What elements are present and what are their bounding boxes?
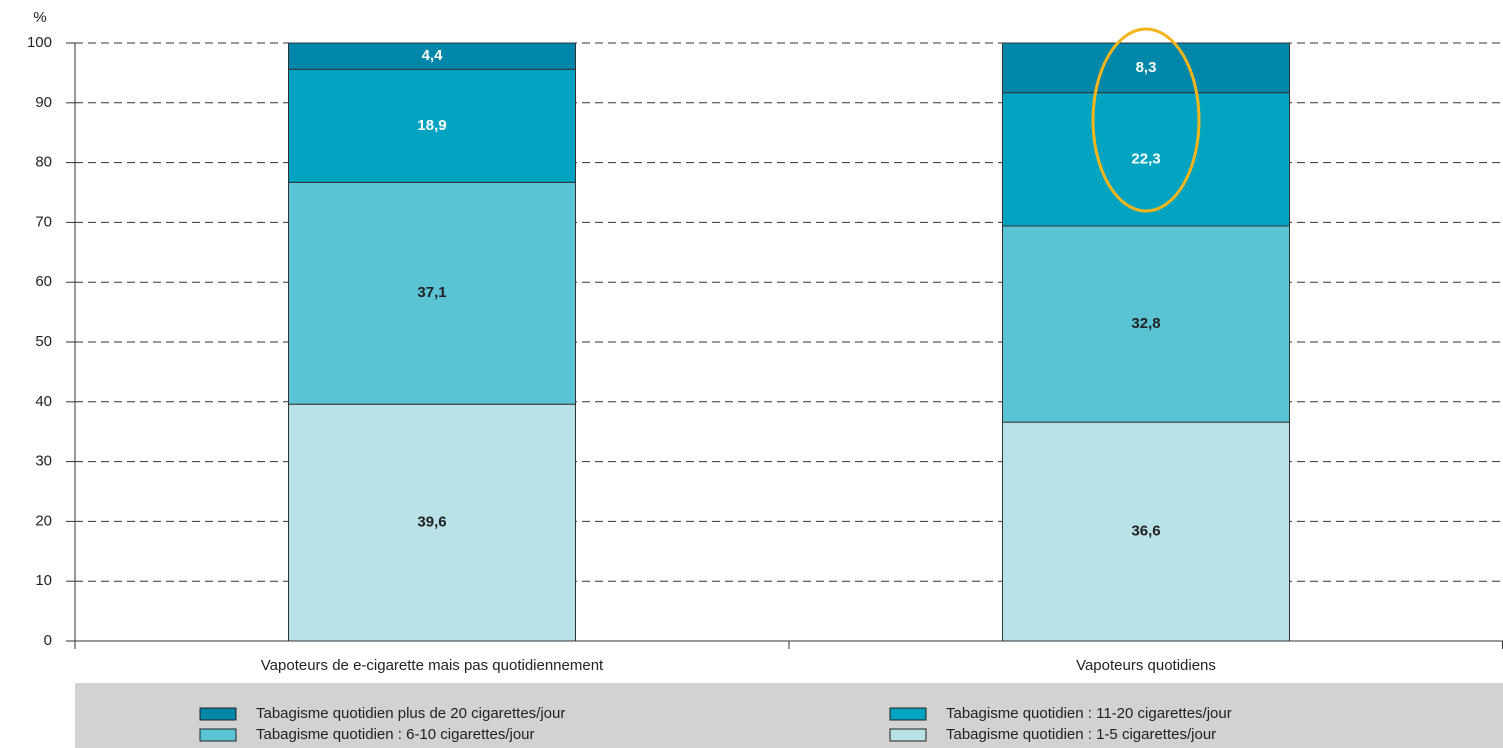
bar-segment bbox=[288, 68, 576, 183]
y-tick-label: 60 bbox=[35, 273, 52, 290]
y-tick-label: 20 bbox=[35, 512, 52, 529]
highlight-ellipse bbox=[1091, 27, 1201, 213]
legend-swatch bbox=[889, 728, 927, 742]
legend-swatch bbox=[199, 728, 237, 742]
value-label: 4,4 bbox=[422, 47, 444, 64]
x-tick-label: Vapoteurs de e-cigarette mais pas quotid… bbox=[261, 657, 604, 674]
y-tick-label: 50 bbox=[35, 333, 52, 350]
y-tick-label: 0 bbox=[44, 632, 52, 649]
y-tick-label: 70 bbox=[35, 213, 52, 230]
value-label: 37,1 bbox=[417, 284, 446, 301]
legend-swatch bbox=[889, 707, 927, 721]
bar-segment bbox=[288, 181, 576, 405]
y-tick-label: 100 bbox=[27, 34, 52, 51]
y-tick-label: 40 bbox=[35, 393, 52, 410]
bar-segment bbox=[288, 42, 576, 70]
legend-label: Tabagisme quotidien : 1-5 cigarettes/jou… bbox=[946, 726, 1216, 743]
y-tick-label: 10 bbox=[35, 572, 52, 589]
y-tick-label: 80 bbox=[35, 154, 52, 171]
y-tick-label: 90 bbox=[35, 94, 52, 111]
y-axis-label: % bbox=[33, 9, 46, 26]
value-label: 36,6 bbox=[1131, 523, 1160, 540]
bar-segment bbox=[1002, 42, 1290, 94]
bar-segment bbox=[1002, 225, 1290, 423]
legend-swatch bbox=[199, 707, 237, 721]
value-label: 32,8 bbox=[1131, 315, 1160, 332]
legend-label: Tabagisme quotidien : 11-20 cigarettes/j… bbox=[946, 705, 1232, 722]
legend-background bbox=[75, 683, 1503, 748]
legend-label: Tabagisme quotidien : 6-10 cigarettes/jo… bbox=[256, 726, 535, 743]
value-label: 22,3 bbox=[1131, 150, 1160, 167]
legend-label: Tabagisme quotidien plus de 20 cigarette… bbox=[256, 705, 565, 722]
value-label: 8,3 bbox=[1136, 59, 1157, 76]
bar-segment bbox=[288, 403, 576, 642]
y-tick-label: 30 bbox=[35, 453, 52, 470]
bar-segment bbox=[1002, 92, 1290, 227]
value-label: 39,6 bbox=[417, 514, 446, 531]
x-tick-label: Vapoteurs quotidiens bbox=[1076, 657, 1216, 674]
value-label: 18,9 bbox=[417, 117, 446, 134]
